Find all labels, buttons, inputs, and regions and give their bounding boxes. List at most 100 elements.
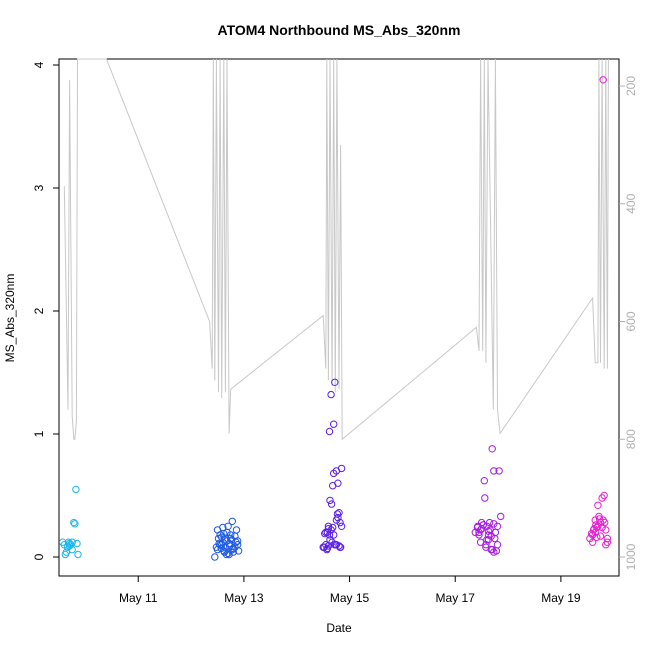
- data-point: [337, 522, 346, 530]
- data-point: [485, 518, 494, 527]
- data-point: [335, 509, 343, 517]
- data-point: [233, 541, 242, 549]
- data-point: [492, 547, 501, 555]
- data-point: [333, 510, 342, 518]
- right-tick-label: 1000: [624, 543, 638, 570]
- y-tick-label: 2: [32, 307, 46, 314]
- right-axis: 200 400 600 800 1000: [619, 76, 638, 570]
- data-point: [495, 467, 503, 475]
- data-point: [325, 531, 334, 539]
- data-point: [490, 520, 498, 528]
- data-point: [491, 528, 500, 537]
- data-point: [325, 427, 334, 436]
- y-axis: 0 1 2 3 4: [32, 61, 59, 560]
- data-point: [227, 534, 235, 543]
- data-point: [68, 545, 76, 554]
- data-point: [481, 494, 489, 502]
- data-point: [329, 523, 337, 532]
- data-point: [488, 445, 496, 453]
- data-point: [216, 541, 224, 549]
- data-point: [593, 533, 601, 541]
- data-point: [331, 378, 339, 386]
- data-point: [64, 538, 73, 546]
- data-point: [480, 477, 488, 485]
- data-point: [594, 522, 602, 530]
- data-point: [475, 531, 483, 539]
- data-point: [601, 518, 609, 527]
- data-point: [602, 526, 610, 534]
- x-tick-label: May 19: [541, 591, 581, 605]
- y-axis-label: MS_Abs_320nm: [3, 274, 17, 363]
- x-tick-label: May 13: [224, 591, 264, 605]
- data-point: [326, 536, 334, 544]
- right-tick-label: 600: [624, 311, 638, 331]
- right-tick-label: 800: [624, 429, 638, 449]
- data-point: [474, 522, 482, 530]
- depth-line: [63, 58, 609, 441]
- data-point: [68, 538, 76, 546]
- data-point: [599, 76, 607, 84]
- right-tick-label: 200: [624, 76, 638, 96]
- data-point: [334, 513, 342, 522]
- data-point: [592, 521, 600, 529]
- data-point: [603, 534, 612, 543]
- data-point: [217, 544, 225, 553]
- data-point: [596, 532, 605, 540]
- data-point: [74, 550, 82, 559]
- plot-frame: [58, 58, 620, 577]
- data-point: [336, 518, 344, 527]
- data-point: [334, 479, 342, 487]
- y-tick-label: 0: [32, 553, 46, 560]
- x-tick-label: May 15: [330, 591, 370, 605]
- data-point: [497, 512, 505, 521]
- data-point: [211, 553, 219, 561]
- data-point: [335, 542, 343, 550]
- data-point: [591, 528, 599, 537]
- chart-title: ATOM4 Northbound MS_Abs_320nm: [218, 22, 461, 38]
- data-point: [587, 529, 596, 538]
- y-tick-label: 4: [32, 61, 46, 68]
- data-point: [330, 531, 338, 539]
- points-layer: [59, 76, 612, 561]
- data-point: [215, 539, 223, 548]
- data-point: [220, 529, 228, 538]
- x-tick-label: May 17: [436, 591, 476, 605]
- y-tick-label: 1: [32, 430, 46, 437]
- data-point: [321, 529, 329, 538]
- depth-line-layer: [63, 58, 609, 441]
- data-point: [493, 541, 502, 549]
- data-point: [228, 517, 237, 525]
- data-point: [65, 542, 74, 550]
- data-point: [600, 491, 608, 500]
- data-point: [490, 467, 498, 475]
- data-point: [595, 515, 604, 523]
- data-point: [224, 549, 232, 557]
- data-point: [320, 543, 328, 551]
- data-point: [330, 420, 338, 428]
- data-point: [479, 521, 487, 529]
- data-point: [477, 525, 486, 533]
- y-tick-label: 3: [32, 184, 46, 191]
- data-point: [72, 485, 80, 494]
- data-point: [232, 526, 241, 534]
- data-point: [224, 522, 232, 530]
- data-point: [327, 390, 335, 399]
- data-point: [336, 543, 345, 551]
- data-point: [588, 538, 597, 546]
- data-point: [326, 496, 334, 505]
- data-point: [218, 533, 226, 541]
- data-point: [323, 544, 332, 553]
- data-point: [487, 545, 495, 554]
- x-axis: May 11 May 13 May 15 May 17 May 19: [119, 576, 581, 605]
- data-point: [484, 531, 493, 539]
- data-point: [227, 531, 235, 539]
- data-point: [332, 467, 341, 475]
- data-point: [483, 536, 491, 544]
- data-point: [73, 539, 81, 548]
- data-point: [228, 545, 237, 554]
- data-point: [482, 541, 490, 549]
- right-tick-label: 400: [624, 193, 638, 213]
- data-point: [493, 522, 502, 530]
- data-point: [594, 501, 602, 509]
